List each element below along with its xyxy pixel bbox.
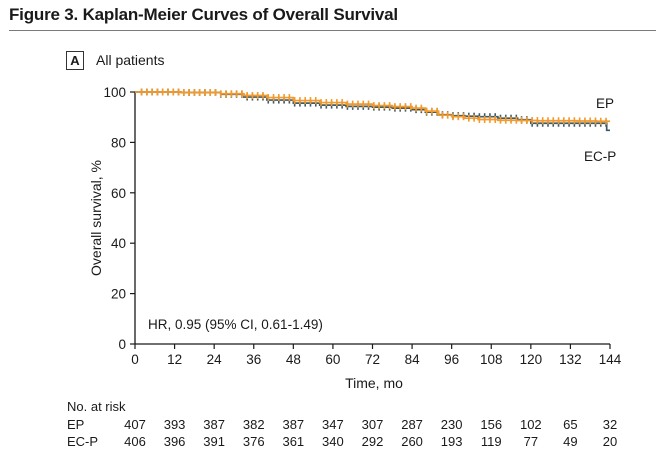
x-tick-label: 96 (444, 352, 459, 367)
series-end-label-ep: EP (596, 96, 614, 111)
figure-title: Figure 3. Kaplan-Meier Curves of Overall… (9, 5, 398, 24)
censor-marks-ep (140, 88, 607, 125)
risk-value-ep: 156 (480, 417, 503, 432)
y-tick-label: 60 (111, 186, 126, 201)
x-tick-label: 144 (599, 352, 622, 367)
y-tick-label: 40 (111, 236, 126, 251)
risk-value-ep: 32 (602, 417, 618, 432)
risk-value-ec-p: 376 (242, 434, 265, 449)
y-tick-label: 20 (111, 287, 126, 302)
risk-value-ep: 287 (401, 417, 423, 432)
x-tick-label: 72 (365, 352, 380, 367)
risk-value-ec-p: 260 (401, 434, 423, 449)
risk-value-ep: 307 (361, 417, 384, 432)
risk-value-ep: 65 (563, 417, 578, 432)
x-tick-label: 120 (520, 352, 543, 367)
risk-value-ec-p: 391 (203, 434, 225, 449)
risk-value-ec-p: 406 (124, 434, 146, 449)
risk-value-ep: 347 (322, 417, 344, 432)
x-tick-label: 84 (405, 352, 421, 367)
x-tick-label: 60 (325, 352, 340, 367)
risk-value-ec-p: 396 (163, 434, 186, 449)
plot-labels: Overall survival, % Time, mo HR, 0.95 (9… (88, 96, 616, 391)
risk-row-label-ec-p: EC-P (67, 434, 99, 449)
risk-value-ec-p: 361 (282, 434, 305, 449)
risk-value-ep: 102 (519, 417, 542, 432)
x-tick-label: 48 (286, 352, 301, 367)
risk-value-ec-p: 193 (440, 434, 463, 449)
x-axis-label: Time, mo (345, 375, 403, 391)
x-tick-label: 108 (480, 352, 503, 367)
risk-value-ec-p: 340 (322, 434, 344, 449)
plot-axes: 0 12 24 36 48 60 72 84 96 108 120 132 144 0 20 40 60 80 10… (103, 85, 621, 367)
x-tick-label: 12 (167, 352, 182, 367)
y-axis-label: Overall survival, % (88, 160, 104, 276)
risk-value-ep: 393 (163, 417, 186, 432)
risk-value-ep: 387 (282, 417, 305, 432)
x-tick-label: 0 (131, 352, 139, 367)
risk-value-ep: 407 (124, 417, 146, 432)
panel-label: All patients (96, 52, 165, 68)
hazard-ratio-annotation: HR, 0.95 (95% CI, 0.61-1.49) (148, 317, 323, 332)
y-tick-label: 0 (118, 337, 126, 352)
risk-value-ep: 230 (440, 417, 463, 432)
series-end-label-ec-p: EC-P (584, 149, 616, 164)
km-survival-plot: 0 12 24 36 48 60 72 84 96 108 120 132 144 0 20 40 60 80 10… (88, 85, 622, 391)
y-tick-label: 100 (103, 85, 126, 100)
risk-value-ec-p: 119 (480, 434, 502, 449)
risk-value-ep: 382 (242, 417, 265, 432)
risk-value-ec-p: 292 (361, 434, 384, 449)
risk-value-ep: 387 (203, 417, 225, 432)
x-tick-label: 132 (559, 352, 582, 367)
title-divider (9, 30, 656, 31)
y-tick-label: 80 (111, 135, 126, 150)
risk-value-ec-p: 49 (563, 434, 578, 449)
panel-letter-box: A (66, 51, 84, 70)
x-tick-label: 24 (207, 352, 223, 367)
plot-series (135, 88, 610, 132)
risk-row-label-ep: EP (67, 417, 85, 432)
risk-value-ec-p: 20 (602, 434, 618, 449)
risk-value-ec-p: 77 (523, 434, 539, 449)
risk-table-header: No. at risk (67, 399, 126, 414)
x-tick-label: 36 (246, 352, 261, 367)
survival-curve-ec-p (135, 91, 610, 132)
